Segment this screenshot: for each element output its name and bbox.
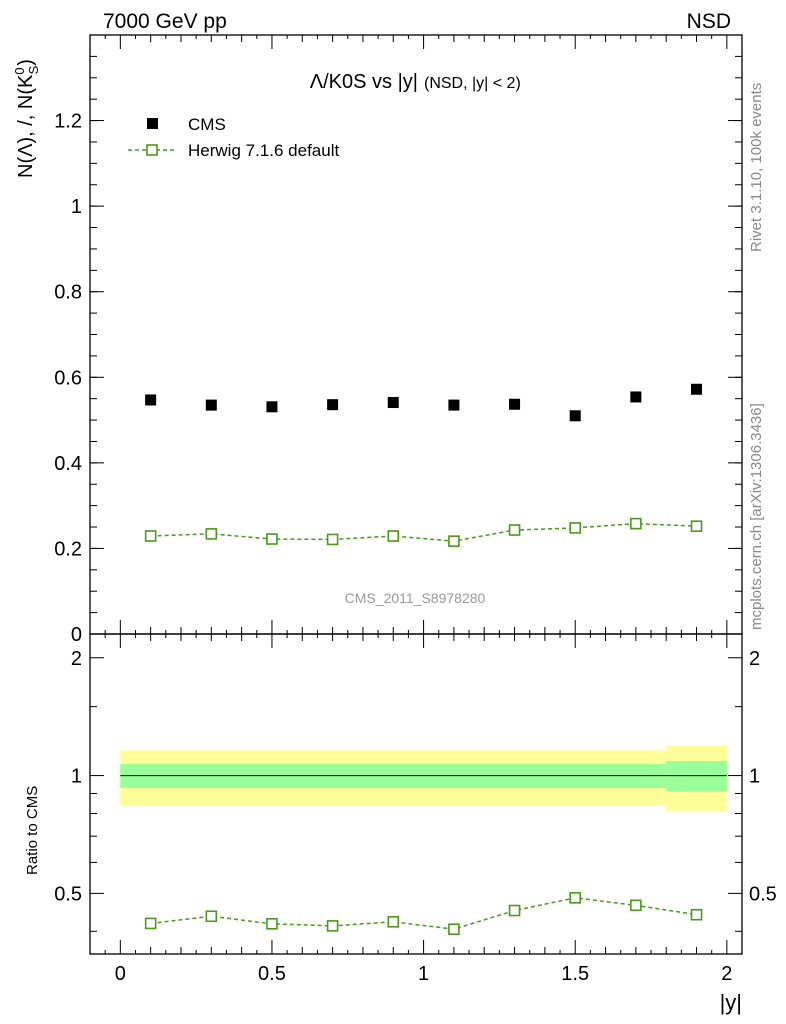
x-tick-label: 0.5 xyxy=(258,963,286,985)
ratio-herwig-series xyxy=(144,892,703,935)
main-herwig-point xyxy=(690,520,703,532)
x-tick-label: 2 xyxy=(721,963,732,985)
main-herwig-point xyxy=(569,522,582,534)
main-cms-point xyxy=(387,397,399,409)
legend-cms-label: CMS xyxy=(188,115,226,134)
ratio-herwig-point xyxy=(448,923,460,935)
ratio-herwig-point xyxy=(508,904,521,917)
main-herwig-point xyxy=(630,517,642,530)
ratio-uncertainty-bands xyxy=(120,746,727,812)
plot-title: Λ/K0S vs |y| xyxy=(310,71,418,93)
ratio-y-tick-label: 0.5 xyxy=(54,883,82,905)
main-herwig-line xyxy=(150,522,697,542)
main-cms-point xyxy=(691,383,703,395)
legend: CMS Herwig 7.1.6 default xyxy=(128,115,339,160)
main-herwig-point xyxy=(448,535,460,547)
main-cms-point xyxy=(327,399,339,411)
ratio-herwig-point xyxy=(144,917,157,930)
ratio-herwig-point xyxy=(630,899,642,912)
process-label: NSD xyxy=(687,10,731,33)
main-y-tick-label: 0 xyxy=(71,624,82,646)
main-cms-point xyxy=(509,398,521,410)
x-tick-label: 1.5 xyxy=(561,963,589,985)
x-tick-label: 0 xyxy=(115,963,126,985)
main-y-tick-label: 1 xyxy=(71,196,82,218)
x-axis-label: |y| xyxy=(720,990,742,1015)
ratio-herwig-point xyxy=(205,910,218,923)
ratio-y-tick-label: 1 xyxy=(71,766,82,788)
ratio-herwig-point xyxy=(326,920,339,932)
ratio-herwig-point xyxy=(690,908,703,921)
main-herwig-point xyxy=(205,528,218,540)
ratio-y-tick-label-right: 1 xyxy=(749,766,760,788)
analysis-watermark: CMS_2011_S8978280 xyxy=(345,590,486,606)
legend-herwig-marker xyxy=(146,144,158,156)
plot-subtitle: (NSD, |y| < 2) xyxy=(424,75,521,92)
ratio-axis-ticks: 0.5 0.5 1 1 2 2 0 0.5 1 1.5 2 xyxy=(54,634,777,985)
legend-cms-marker xyxy=(147,118,158,129)
ratio-herwig-line xyxy=(150,897,697,930)
ratio-y-tick-label-right: 0.5 xyxy=(749,883,777,905)
ratio-herwig-point xyxy=(387,916,400,928)
main-herwig-point xyxy=(508,524,521,536)
legend-herwig-label: Herwig 7.1.6 default xyxy=(188,141,339,160)
main-herwig-series xyxy=(144,517,703,547)
main-y-tick-label: 0.8 xyxy=(54,282,82,304)
main-y-axis-label: N(Λ), /, N(K0S) xyxy=(12,59,41,178)
main-cms-point xyxy=(569,410,581,422)
ratio-plot-frame xyxy=(89,633,743,955)
main-cms-series xyxy=(145,383,703,422)
energy-label: 7000 GeV pp xyxy=(103,10,227,33)
main-cms-point xyxy=(266,401,278,413)
ratio-herwig-point xyxy=(266,918,278,930)
main-axis-ticks: 0 0.2 0.4 0.6 0.8 1 1.2 xyxy=(54,34,743,646)
main-cms-point xyxy=(145,394,157,406)
main-herwig-point xyxy=(326,533,339,546)
main-cms-point xyxy=(448,399,460,411)
main-y-tick-label: 1.2 xyxy=(54,111,82,133)
mcplots-label: mcplots.cern.ch [arXiv:1306.3436] xyxy=(748,403,765,630)
main-y-tick-label: 0.4 xyxy=(54,453,82,475)
main-y-tick-label: 0.2 xyxy=(54,538,82,560)
ratio-y-tick-label-right: 2 xyxy=(749,648,760,670)
ratio-band-stat xyxy=(666,760,727,792)
main-y-tick-label: 0.6 xyxy=(54,367,82,389)
rivet-label: Rivet 3.1.10, 100k events xyxy=(748,83,765,252)
ratio-y-tick-label: 2 xyxy=(71,648,82,670)
main-herwig-point xyxy=(387,530,400,542)
main-herwig-point xyxy=(144,530,157,542)
ratio-y-axis-label: Ratio to CMS xyxy=(24,786,41,875)
main-herwig-point xyxy=(266,533,278,545)
main-cms-point xyxy=(205,399,217,411)
ratio-herwig-point xyxy=(569,892,582,904)
x-tick-label: 1 xyxy=(418,963,429,985)
main-cms-point xyxy=(630,391,642,403)
